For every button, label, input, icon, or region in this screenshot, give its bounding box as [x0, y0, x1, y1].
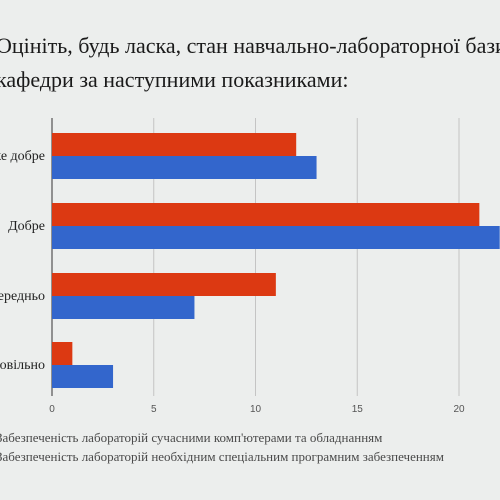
slide-title: Оцініть, будь ласка, стан навчально-лабо…	[0, 20, 500, 100]
category-label: Незадовільно	[0, 358, 45, 373]
bar-series-2	[52, 156, 317, 179]
legend-item-series-1: Забезпеченість лабораторій сучасними ком…	[0, 430, 383, 445]
bar-series-1	[52, 273, 276, 296]
legend-item-series-2: Забезпеченість лабораторій необхідним сп…	[0, 449, 444, 464]
category-label: Дуже добре	[0, 149, 45, 164]
bar-series-1	[52, 203, 480, 226]
bar-series-2	[52, 226, 500, 249]
bar-series-1	[52, 342, 73, 365]
x-tick-label: 5	[151, 404, 157, 415]
bar-series-2	[52, 296, 195, 319]
bar-series-1	[52, 133, 297, 156]
category-label: Добре	[8, 219, 45, 234]
x-tick-label: 15	[352, 404, 364, 415]
category-label: Задовільно / Посередньо	[0, 289, 45, 304]
x-tick-label: 20	[453, 404, 465, 415]
title-line-2: кафедри за наступними показниками:	[0, 67, 349, 92]
x-tick-label: 0	[49, 404, 55, 415]
chart-legend: Забезпеченість лабораторій сучасними ком…	[0, 428, 500, 468]
title-line-1: Оцініть, будь ласка, стан навчально-лабо…	[0, 33, 500, 58]
x-tick-label: 10	[250, 404, 262, 415]
bar-series-2	[52, 365, 114, 388]
